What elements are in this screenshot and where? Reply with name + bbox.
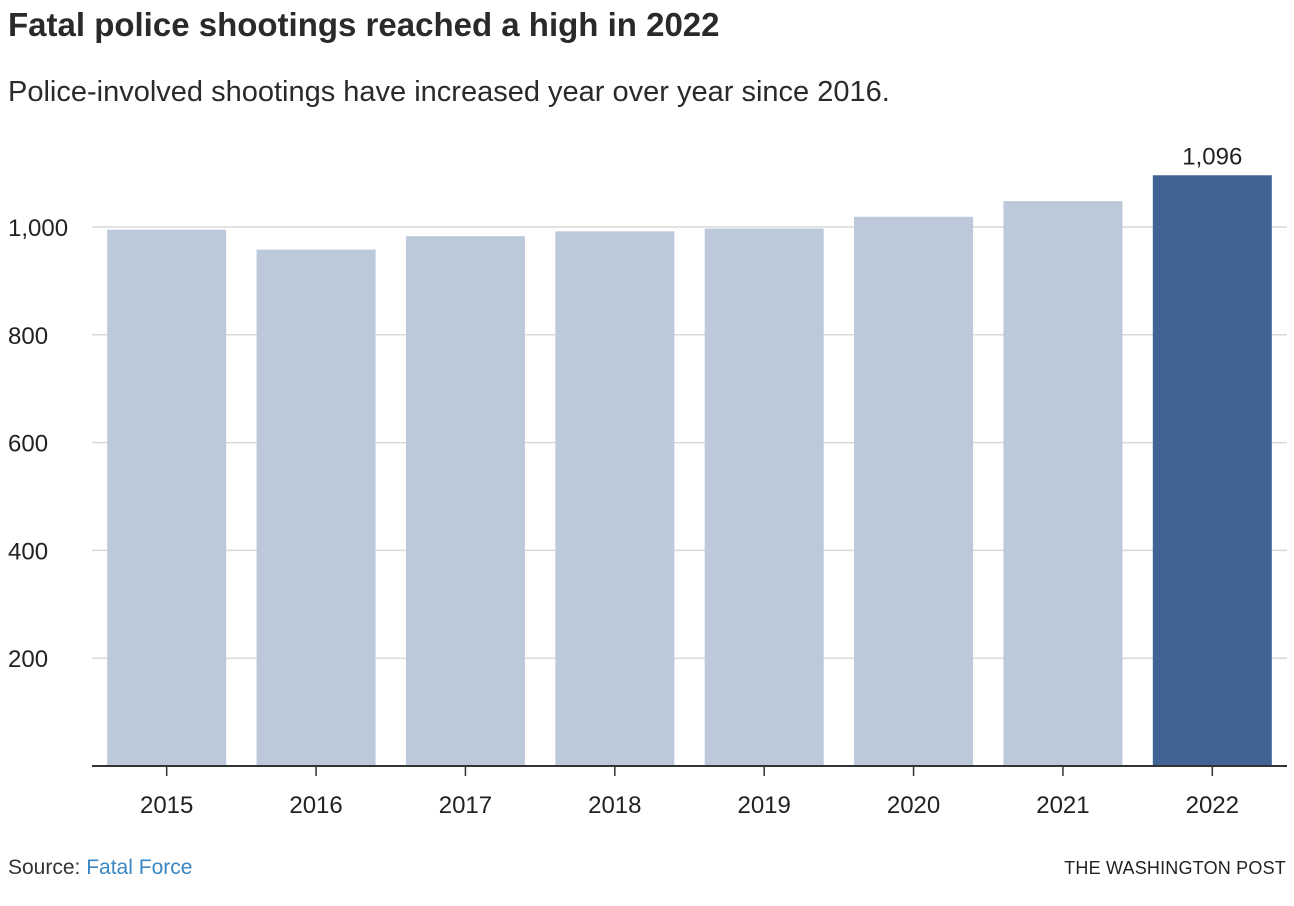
source-note: Source: Fatal Force [8,856,192,880]
bar-2017 [405,236,525,767]
publisher-credit: THE WASHINGTON POST [1064,858,1286,878]
bar-chart: 200 400 600 800 1,000 2015 2016 2017 2018 2019 202… [8,143,1287,819]
chart-subtitle: Police-involved shootings have increased… [8,76,890,108]
x-tick-label-2022: 2022 [1186,792,1239,819]
bar-2020 [854,216,974,766]
bar-2018 [555,231,675,766]
x-tick-label-2015: 2015 [140,792,193,819]
bar-2021 [1003,201,1123,767]
x-tick-label-2018: 2018 [588,792,641,819]
x-tick-label-2016: 2016 [289,792,342,819]
bar-2015 [107,229,227,766]
y-tick-label-200: 200 [8,646,48,673]
source-prefix: Source: [8,856,87,879]
chart-title: Fatal police shootings reached a high in… [8,6,720,43]
x-tick-label-2017: 2017 [439,792,492,819]
x-tick-label-2020: 2020 [887,792,940,819]
y-tick-label-600: 600 [8,431,48,458]
source-link[interactable]: Fatal Force [86,856,193,879]
bar-2022 [1152,175,1272,767]
y-tick-label-1000: 1,000 [8,215,68,242]
bar-2016 [256,249,376,766]
x-tick-label-2021: 2021 [1036,792,1089,819]
y-tick-label-400: 400 [8,538,48,565]
data-label-2022: 1,096 [1182,143,1242,170]
y-tick-label-800: 800 [8,323,48,350]
bar-2019 [704,228,824,766]
x-tick-label-2019: 2019 [737,792,790,819]
